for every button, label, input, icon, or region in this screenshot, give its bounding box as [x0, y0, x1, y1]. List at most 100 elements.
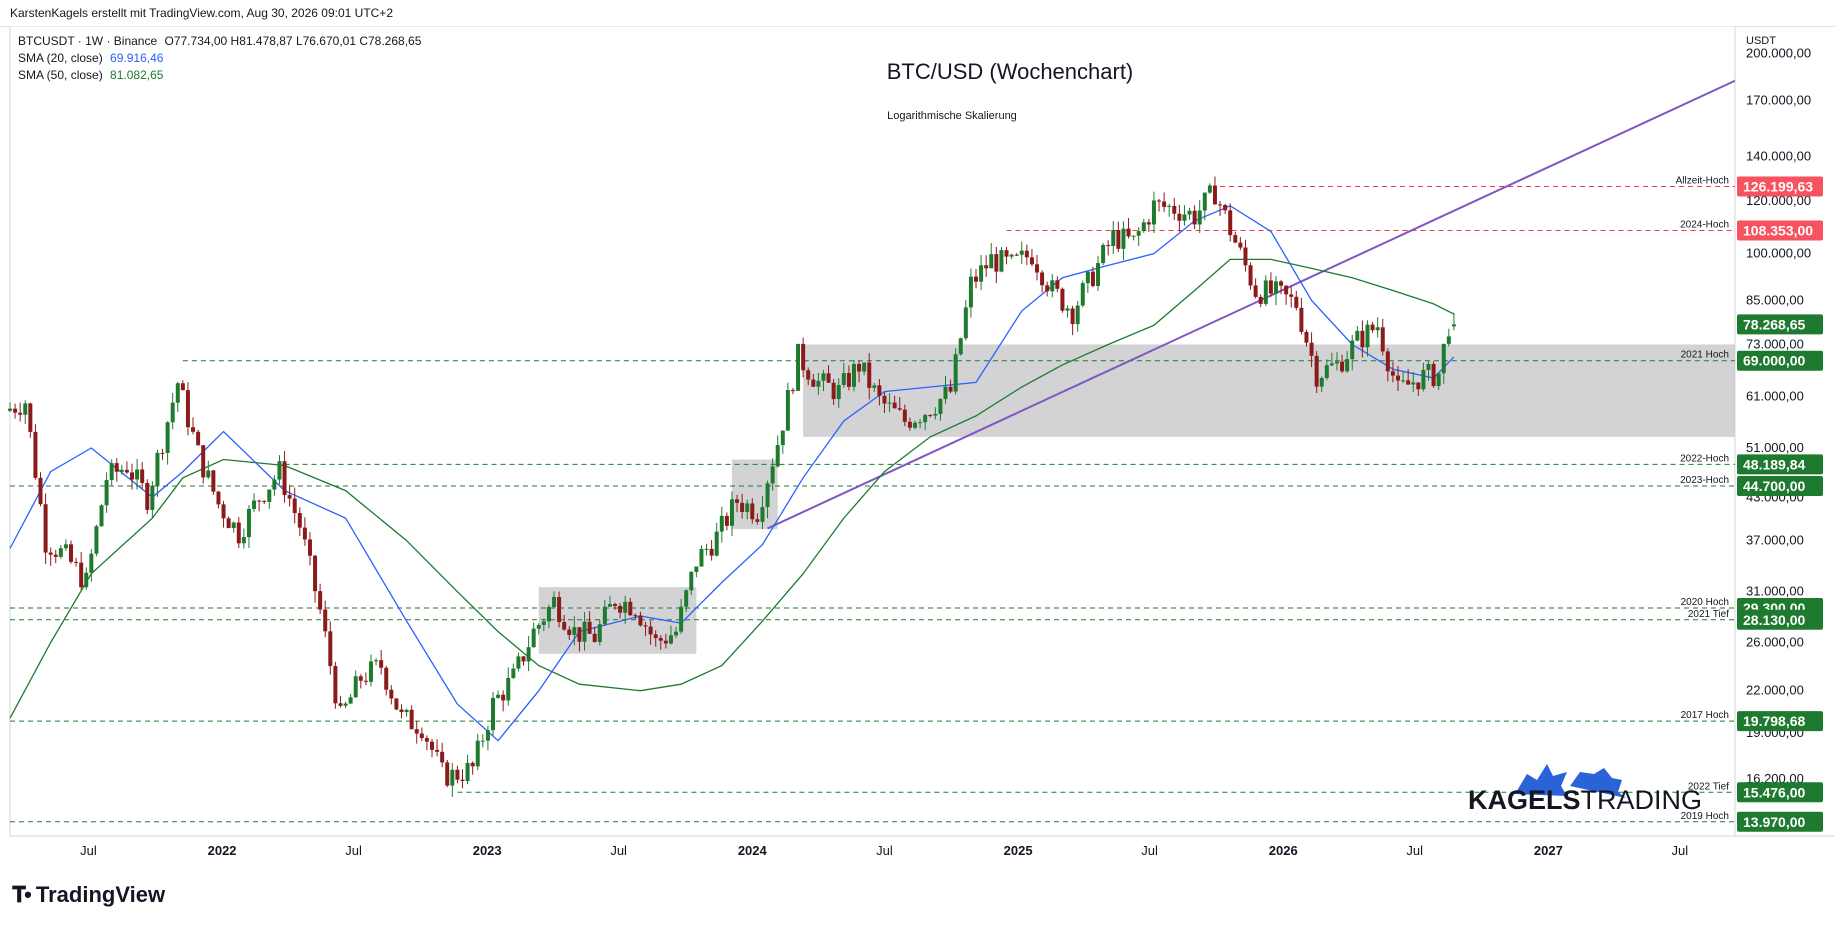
level-price-text-9: 13.970,00	[1743, 814, 1805, 830]
candle-body	[628, 601, 633, 616]
candle-body	[1167, 205, 1172, 207]
candle-body	[313, 555, 318, 592]
candle-body	[724, 515, 729, 526]
y-tick-label: 120.000,00	[1746, 193, 1811, 208]
candle-body	[211, 470, 216, 492]
level-label-9: 2019 Hoch	[1681, 811, 1729, 822]
candle-body	[918, 422, 923, 424]
sma50-row[interactable]: SMA (50, close) 81.082,65	[18, 67, 421, 84]
candle-body	[729, 499, 734, 526]
candle-body	[587, 621, 592, 634]
candle-body	[765, 483, 770, 508]
candle-body	[272, 479, 277, 490]
candle-body	[984, 265, 989, 269]
candle-body	[785, 390, 790, 431]
candle-body	[84, 572, 89, 588]
candle-body	[968, 276, 973, 308]
candle-body	[323, 609, 328, 632]
x-tick-label: Jul	[1671, 843, 1688, 858]
candle-body	[750, 503, 755, 520]
candle-body	[1090, 271, 1095, 286]
candle-body	[1055, 280, 1060, 289]
sma20-value: 69.916,46	[110, 51, 164, 65]
x-tick-label: Jul	[1141, 843, 1158, 858]
symbol-row[interactable]: BTCUSDT · 1W · Binance O77.734,00 H81.47…	[18, 33, 421, 50]
candle-body	[353, 676, 358, 698]
candle-body	[109, 463, 114, 481]
candle-body	[1045, 285, 1050, 292]
chart[interactable]: BTC/USD (Wochenchart) Logarithmische Skal…	[0, 26, 1835, 868]
level-label-1: 2024-Hoch	[1680, 219, 1729, 230]
candle-body	[196, 431, 201, 446]
sma50-value: 81.082,65	[110, 68, 164, 82]
candle-body	[953, 354, 958, 392]
candle-body	[831, 382, 836, 400]
candle-body	[1289, 294, 1294, 297]
candle-body	[79, 562, 84, 588]
candle-body	[643, 625, 648, 627]
level-label-5: 2020 Hoch	[1681, 597, 1729, 608]
candle-body	[394, 698, 399, 710]
candle-body	[633, 615, 638, 617]
bear-icon	[1570, 768, 1626, 798]
level-price-tag-2	[1737, 350, 1823, 371]
candle-body	[602, 606, 607, 625]
candle-body	[216, 491, 221, 505]
candle-body	[1121, 228, 1126, 249]
candle-body	[165, 422, 170, 453]
candle-body	[246, 508, 251, 538]
candle-body	[348, 697, 353, 704]
candle-body	[1284, 285, 1289, 295]
candle-body	[124, 469, 129, 473]
candle-body	[1253, 285, 1258, 297]
candle-body	[1416, 382, 1421, 390]
x-tick-label: Jul	[876, 843, 893, 858]
candle-body	[236, 522, 241, 544]
candle-body	[28, 403, 33, 432]
x-tick-label: Jul	[80, 843, 97, 858]
candle-body	[460, 779, 465, 782]
candle-body	[902, 409, 907, 422]
level-label-4: 2023-Hoch	[1680, 475, 1729, 486]
candle-body	[1273, 281, 1278, 294]
candle-body	[1065, 308, 1070, 311]
candle-body	[419, 733, 424, 739]
currency-label: USDT	[1746, 35, 1776, 47]
candle-body	[94, 526, 99, 554]
candle-body	[1340, 361, 1345, 372]
price-zone-0	[538, 587, 697, 654]
candle-body	[43, 504, 48, 553]
candle-body	[1421, 369, 1426, 390]
candle-body	[1024, 250, 1029, 258]
chart-title: BTC/USD (Wochenchart)	[887, 59, 1134, 84]
candle-body	[948, 386, 953, 392]
candle-body	[546, 606, 551, 622]
x-tick-label: 2023	[473, 843, 502, 858]
candle-body	[1334, 361, 1339, 364]
tradingview-logo[interactable]: 𝐓• TradingView	[12, 882, 165, 908]
candle-body	[623, 601, 628, 613]
y-tick-label: 37.000,00	[1746, 533, 1804, 548]
level-price-tag-3	[1737, 454, 1823, 475]
level-label-6: 2021 Tief	[1688, 609, 1729, 620]
candle-body	[846, 373, 851, 387]
candle-body	[1192, 210, 1197, 225]
candle-body	[63, 544, 68, 549]
candle-body	[257, 500, 262, 502]
sma20-row[interactable]: SMA (20, close) 69.916,46	[18, 50, 421, 67]
candle-body	[521, 656, 526, 662]
candle-body	[297, 513, 302, 528]
candle-body	[277, 461, 282, 480]
candle-body	[1029, 257, 1034, 265]
level-price-tag-9	[1737, 811, 1823, 832]
candle-body	[1370, 324, 1375, 331]
candle-body	[1436, 373, 1441, 387]
bull-icon	[1515, 764, 1567, 796]
candle-body	[618, 605, 623, 613]
candle-body	[989, 254, 994, 269]
candle-body	[1385, 351, 1390, 372]
candle-body	[536, 624, 541, 629]
ohlc-values: O77.734,00 H81.478,87 L76.670,01 C78.268…	[164, 34, 422, 48]
level-price-text-7: 19.798,68	[1743, 713, 1805, 729]
candle-body	[1345, 359, 1350, 372]
